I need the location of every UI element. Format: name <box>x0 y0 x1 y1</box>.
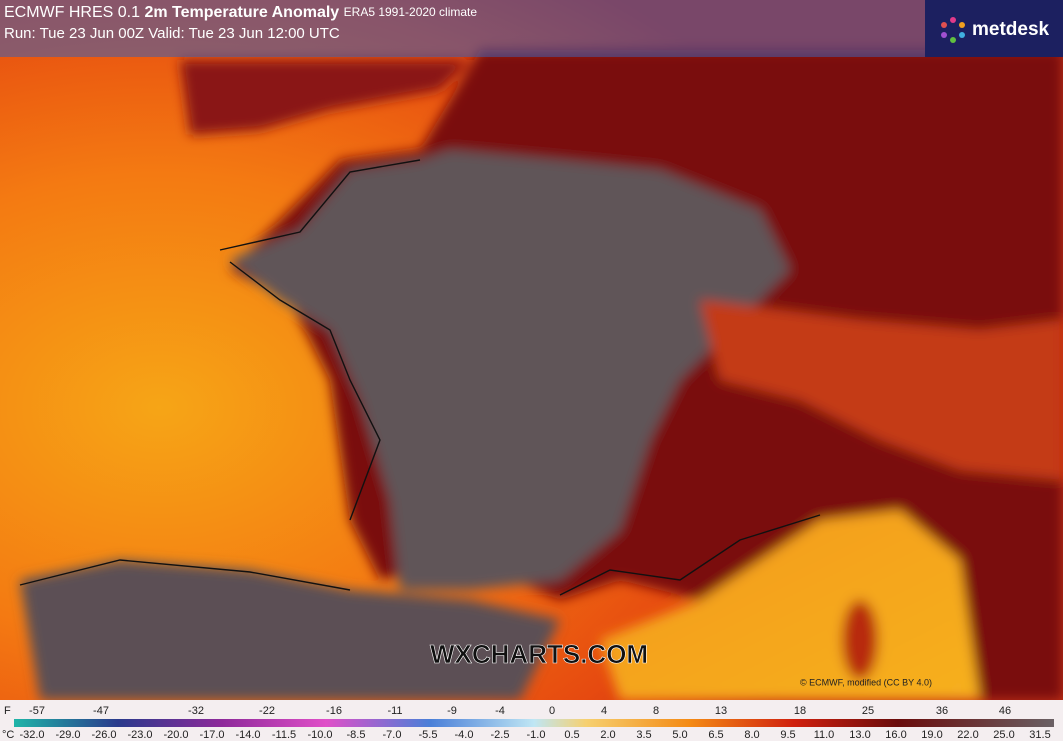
c-label: -17.0 <box>199 729 224 741</box>
c-label: -10.0 <box>307 729 332 741</box>
f-label: 18 <box>794 705 806 717</box>
c-label: -26.0 <box>91 729 116 741</box>
c-label: -14.0 <box>235 729 260 741</box>
coastline <box>19 159 821 596</box>
c-label: -8.5 <box>347 729 366 741</box>
c-label: 31.5 <box>1029 729 1050 741</box>
c-label: 16.0 <box>885 729 906 741</box>
f-label: -22 <box>259 705 275 717</box>
logo-dot <box>941 22 947 28</box>
logo-dot <box>950 37 956 43</box>
f-label: -4 <box>495 705 505 717</box>
f-label: 25 <box>862 705 874 717</box>
attribution: © ECMWF, modified (CC BY 4.0) <box>800 677 932 687</box>
c-label: -32.0 <box>19 729 44 741</box>
logo-dot <box>941 32 947 38</box>
c-label: 9.5 <box>780 729 795 741</box>
c-label: 8.0 <box>744 729 759 741</box>
f-label: -32 <box>188 705 204 717</box>
c-label: -1.0 <box>527 729 546 741</box>
c-label: 22.0 <box>957 729 978 741</box>
f-label: 4 <box>601 705 607 717</box>
land-france <box>230 150 790 590</box>
f-label: 46 <box>999 705 1011 717</box>
logo-dot <box>950 17 956 23</box>
title: 2m Temperature Anomaly <box>144 4 339 21</box>
logo-mark <box>941 17 965 43</box>
c-label: 5.0 <box>672 729 687 741</box>
c-label: -29.0 <box>55 729 80 741</box>
c-label: -2.5 <box>491 729 510 741</box>
logo-text: metdesk <box>972 19 1050 40</box>
c-label: 2.0 <box>600 729 615 741</box>
c-label: -23.0 <box>127 729 152 741</box>
c-label: 0.5 <box>564 729 579 741</box>
legend: F °C -57 -47 -32 -22 -16 -11 -9 -4 0 4 8 13 18 25 36 46 -3… <box>2 705 1051 741</box>
land-england <box>180 60 470 135</box>
c-label: 25.0 <box>993 729 1014 741</box>
color-scale <box>14 719 1054 727</box>
land-iberia <box>20 560 560 700</box>
header-band <box>0 0 925 57</box>
c-label: -11.5 <box>272 729 296 741</box>
run-info: Run: Tue 23 Jun 00Z Valid: Tue 23 Jun 12… <box>4 25 340 42</box>
climate: ERA5 1991-2020 climate <box>344 5 478 19</box>
c-label: -4.0 <box>455 729 474 741</box>
f-unit: F <box>4 705 11 717</box>
f-label: 8 <box>653 705 659 717</box>
corsica <box>842 600 878 680</box>
f-label: 36 <box>936 705 948 717</box>
model: ECMWF HRES 0.1 <box>4 4 140 21</box>
logo-dot <box>959 32 965 38</box>
c-unit: °C <box>2 729 14 741</box>
watermark: WXCHARTS.COM <box>430 639 648 669</box>
c-label: 19.0 <box>921 729 942 741</box>
c-label: 11.0 <box>814 729 835 741</box>
f-label: -47 <box>93 705 109 717</box>
alps-region <box>700 300 1063 480</box>
f-label: -11 <box>387 705 402 717</box>
logo-dot <box>959 22 965 28</box>
c-label: 6.5 <box>708 729 723 741</box>
mediterranean <box>600 510 980 700</box>
f-label: -16 <box>326 705 342 717</box>
c-label: -5.5 <box>419 729 438 741</box>
c-label: -20.0 <box>163 729 188 741</box>
c-label: -7.0 <box>383 729 402 741</box>
f-label: -9 <box>447 705 457 717</box>
f-label: 0 <box>549 705 555 717</box>
model-name: ECMWF HRES 0.1 2m Temperature Anomaly ER… <box>4 4 477 21</box>
f-label: 13 <box>715 705 727 717</box>
logo-box <box>925 0 1063 57</box>
f-label: -57 <box>29 705 45 717</box>
c-label: 3.5 <box>636 729 651 741</box>
c-label: 13.0 <box>849 729 870 741</box>
